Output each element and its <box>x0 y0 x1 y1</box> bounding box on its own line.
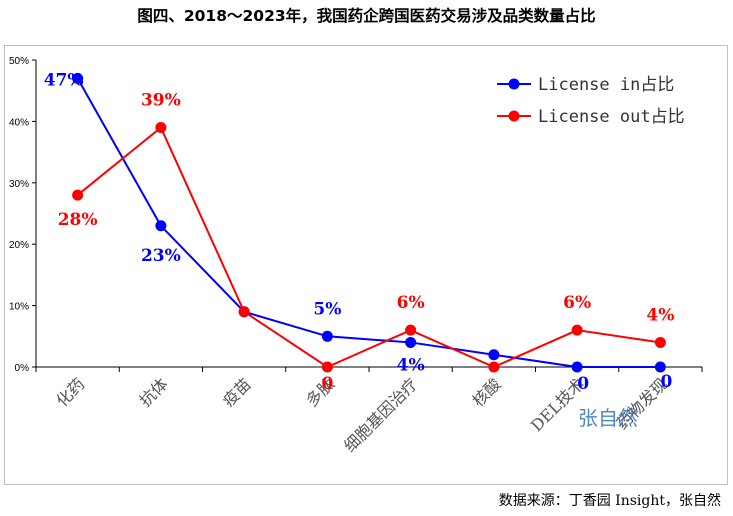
legend-marker-0 <box>508 78 520 90</box>
x-category-label: 抗体 <box>136 374 172 410</box>
x-category-label: 疫苗 <box>219 374 255 410</box>
series-0-point <box>72 72 84 84</box>
series-1-point <box>155 122 167 134</box>
series-0-point <box>155 220 167 232</box>
series-0-point <box>654 361 666 373</box>
y-tick-label: 50% <box>9 56 29 67</box>
x-category-label: 细胞基因治疗 <box>340 374 421 455</box>
legend-marker-1 <box>508 110 520 122</box>
series-0-data-label: 0 <box>660 372 672 392</box>
y-tick-label: 30% <box>9 179 29 190</box>
legend-label-1: License out占比 <box>538 107 685 127</box>
watermark-text: 张自然 <box>578 406 638 430</box>
series-line-0 <box>76 77 661 368</box>
series-1-data-label: 39% <box>141 91 181 111</box>
series-0-point <box>571 361 583 373</box>
series-1-data-label: 4% <box>646 305 674 325</box>
series-1-data-label: 0 <box>321 374 333 394</box>
series-0-data-label: 47% <box>44 70 84 90</box>
series-1-point <box>654 336 666 348</box>
y-tick-label: 20% <box>9 240 29 251</box>
y-tick-label: 0% <box>15 363 30 374</box>
series-0-point <box>488 349 500 361</box>
series-1-data-label: 6% <box>397 293 425 313</box>
series-line-1 <box>76 125 661 369</box>
series-0-point <box>321 330 333 342</box>
y-tick-label: 40% <box>9 117 29 128</box>
series-0-data-label: 23% <box>141 246 181 266</box>
series-1-data-label: 28% <box>58 210 98 230</box>
chart-title: 图四、2018～2023年，我国药企跨国医药交易涉及品类数量占比 <box>137 7 596 25</box>
series-0-data-label: 4% <box>397 355 425 375</box>
y-tick-label: 10% <box>9 302 29 313</box>
source-note: 数据来源：丁香园 Insight，张自然 <box>498 493 721 509</box>
series-1-data-label: 6% <box>563 293 591 313</box>
legend-label-0: License in占比 <box>538 75 674 95</box>
series-1-point <box>405 324 417 336</box>
series-1-point <box>72 189 84 201</box>
chart-frame <box>4 45 728 485</box>
series-1-point <box>488 361 500 373</box>
series-0-data-label: 5% <box>313 299 341 319</box>
series-1-point <box>321 361 333 373</box>
series-1-point <box>238 306 250 318</box>
series-0-point <box>405 336 417 348</box>
x-category-label: 核酸 <box>469 374 505 410</box>
series-1-point <box>571 324 583 336</box>
x-category-label: 化药 <box>52 374 88 410</box>
series-0-data-label: 0 <box>577 374 589 394</box>
